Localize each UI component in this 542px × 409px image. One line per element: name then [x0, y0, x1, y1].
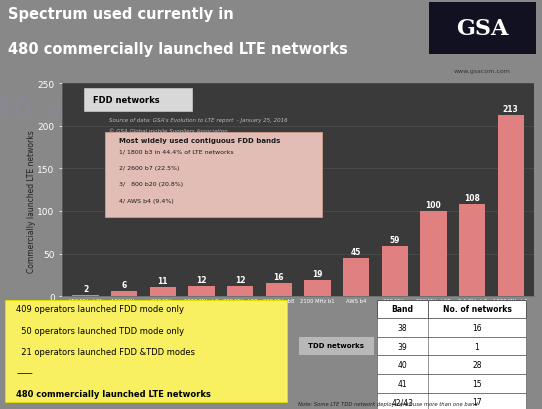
Text: 19: 19	[312, 270, 322, 279]
Bar	[304, 280, 331, 297]
Text: 409 operators launched FDD mode only: 409 operators launched FDD mode only	[16, 304, 184, 313]
Text: 41: 41	[398, 379, 407, 388]
Text: 480 commercially launched LTE networks: 480 commercially launched LTE networks	[9, 42, 349, 57]
Bar	[298, 336, 374, 355]
Bar	[377, 300, 526, 319]
Bar	[188, 286, 215, 297]
Bar	[459, 204, 485, 297]
Text: 213: 213	[503, 105, 519, 114]
Text: 1: 1	[475, 342, 479, 351]
Text: 2: 2	[83, 284, 88, 293]
Text: 16: 16	[472, 323, 482, 332]
Bar	[377, 337, 526, 355]
Bar	[5, 300, 287, 402]
Text: 16: 16	[274, 272, 284, 281]
Text: 480 commercially launched LTE networks: 480 commercially launched LTE networks	[16, 389, 211, 398]
Text: 45: 45	[351, 247, 362, 256]
Text: 3/   800 b20 (20.8%): 3/ 800 b20 (20.8%)	[119, 182, 183, 187]
Text: www.gsacom.com: www.gsacom.com	[454, 69, 511, 74]
Text: Spectrum used currently in: Spectrum used currently in	[9, 7, 234, 22]
Bar	[377, 374, 526, 393]
Text: 38: 38	[398, 323, 407, 332]
Text: 100: 100	[425, 201, 441, 210]
Bar	[429, 2, 536, 54]
Text: GSA: GSA	[456, 18, 508, 40]
Text: 28: 28	[472, 360, 482, 369]
Text: © GSA Global mobile Suppliers Association: © GSA Global mobile Suppliers Associatio…	[109, 128, 228, 134]
Bar	[420, 211, 447, 297]
Text: 40: 40	[398, 360, 407, 369]
Text: Source of data: GSA's Evolution to LTE report  - January 25, 2016: Source of data: GSA's Evolution to LTE r…	[109, 118, 288, 123]
Text: 6: 6	[121, 281, 127, 290]
Text: TDD networks: TDD networks	[308, 342, 364, 348]
Text: 12: 12	[196, 276, 207, 285]
Text: Band: Band	[391, 305, 414, 314]
Bar	[150, 287, 176, 297]
FancyBboxPatch shape	[83, 89, 192, 112]
Text: 15: 15	[472, 379, 482, 388]
Text: 2/ 2600 b7 (22.5%): 2/ 2600 b7 (22.5%)	[119, 165, 179, 170]
Bar	[266, 283, 292, 297]
Text: ——: ——	[16, 369, 33, 378]
Bar	[498, 115, 524, 297]
Text: Most widely used contiguous FDD bands: Most widely used contiguous FDD bands	[119, 138, 280, 144]
Text: Commercially launched LTE networks: Commercially launched LTE networks	[27, 130, 36, 272]
Text: Note: Some LTE TDD network deployments use more than one band: Note: Some LTE TDD network deployments u…	[298, 401, 478, 406]
Text: 480 c: 480 c	[0, 97, 61, 126]
Text: 4/ AWS b4 (9.4%): 4/ AWS b4 (9.4%)	[119, 198, 173, 203]
Text: 42/43: 42/43	[391, 398, 414, 407]
Text: 21 operators launched FDD &TDD modes: 21 operators launched FDD &TDD modes	[16, 347, 195, 356]
Bar	[111, 292, 137, 297]
Bar	[377, 355, 526, 374]
Text: 11: 11	[158, 276, 168, 285]
Text: 17: 17	[472, 398, 482, 407]
Text: FDD networks: FDD networks	[93, 96, 159, 105]
Text: 39: 39	[398, 342, 407, 351]
Text: 50 operators launched TDD mode only: 50 operators launched TDD mode only	[16, 326, 184, 335]
Text: 108: 108	[464, 194, 480, 203]
Bar	[382, 246, 408, 297]
Text: No. of networks: No. of networks	[442, 305, 512, 314]
Text: 1/ 1800 b3 in 44.4% of LTE networks: 1/ 1800 b3 in 44.4% of LTE networks	[119, 149, 234, 154]
Bar	[73, 295, 99, 297]
FancyBboxPatch shape	[105, 133, 322, 218]
Text: 59: 59	[390, 236, 400, 245]
Bar	[377, 393, 526, 409]
Bar	[343, 258, 369, 297]
Bar	[377, 319, 526, 337]
Bar	[227, 286, 253, 297]
Text: 12: 12	[235, 276, 246, 285]
